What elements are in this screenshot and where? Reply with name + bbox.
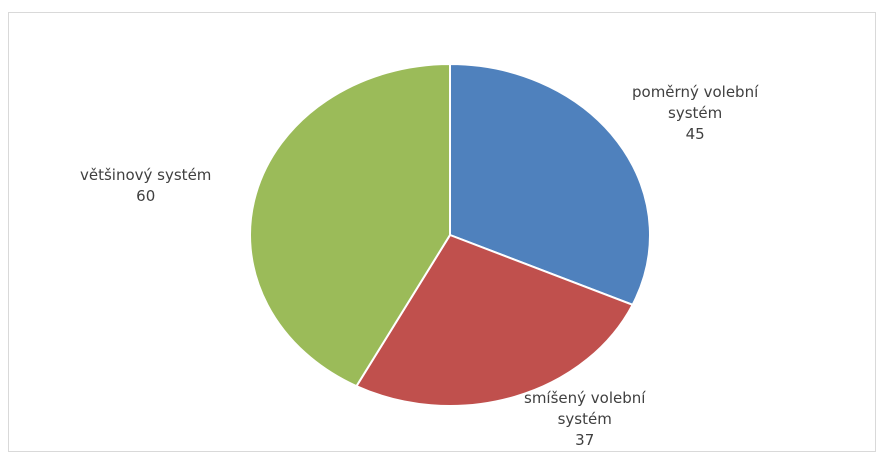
pie-slice-pomerny — [449, 63, 651, 306]
data-label-smiseny-line-2: systém — [557, 410, 612, 428]
data-label-vetsinovy-value: 60 — [136, 187, 156, 205]
data-label-smiseny-value: 37 — [575, 431, 595, 449]
data-label-pomerny-line-2: systém — [668, 104, 723, 122]
data-label-vetsinovy-line-1: většinový systém — [80, 166, 212, 184]
data-label-vetsinovy: většinový systém 60 — [80, 165, 211, 207]
data-label-pomerny-value: 45 — [685, 125, 705, 143]
pie-slice-smiseny — [355, 234, 634, 407]
data-label-pomerny-line-1: poměrný volební — [632, 83, 759, 101]
data-label-pomerny: poměrný volební systém 45 — [632, 82, 758, 145]
data-label-smiseny: smíšený volební systém 37 — [524, 388, 645, 451]
pie-slice-vetsinovy — [249, 63, 451, 388]
data-label-smiseny-line-1: smíšený volební — [524, 389, 646, 407]
